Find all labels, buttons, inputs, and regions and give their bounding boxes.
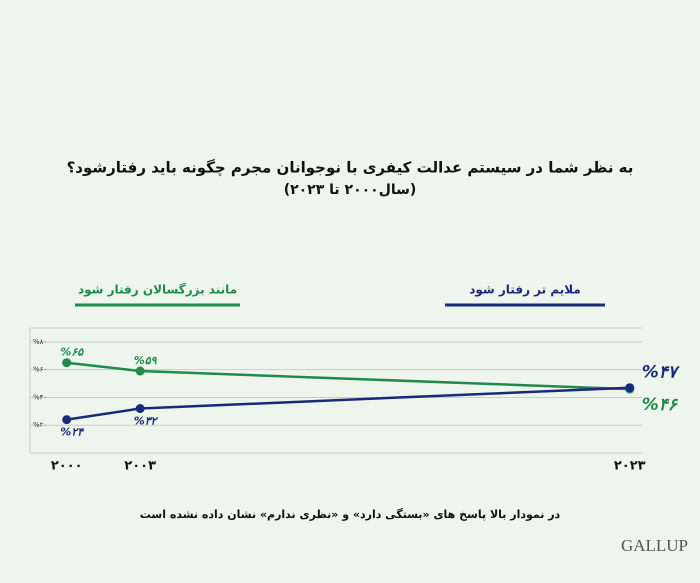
data-label: %۶۵ <box>60 346 84 359</box>
chart-title: به نظر شما در سیستم عدالت کیفری با نوجوا… <box>67 159 634 178</box>
y-tick-label: %۴۰ <box>33 393 47 401</box>
data-point <box>62 358 72 368</box>
y-tick-label: %۲۰ <box>33 421 47 429</box>
data-label: %۴۷ <box>642 363 681 383</box>
legend-label: مانند بزرگسالان رفتار شود <box>78 283 237 298</box>
data-point <box>135 366 145 376</box>
data-point <box>625 383 635 393</box>
data-label: %۲۴ <box>60 426 84 439</box>
brand: GALLUP <box>621 536 688 555</box>
data-label: %۳۲ <box>134 415 159 428</box>
chart-subtitle: (سال۲۰۰۰ تا ۲۰۲۳) <box>284 182 417 198</box>
x-tick-label: ۲۰۰۳ <box>124 459 156 474</box>
data-label: %۵۹ <box>134 354 158 367</box>
x-tick-label: ۲۰۰۰ <box>51 459 83 474</box>
y-tick-label: %۸۰ <box>33 338 47 346</box>
legend-label: ملایم تر رفتار شود <box>469 283 581 298</box>
footnote: در نمودار بالا پاسخ های «بستگی دارد» و «… <box>140 508 561 521</box>
x-tick-label: ۲۰۲۳ <box>614 459 646 474</box>
y-tick-label: %۶۰ <box>33 366 47 374</box>
data-point <box>135 404 145 414</box>
data-point <box>62 415 72 425</box>
data-label: %۴۶ <box>642 395 679 415</box>
